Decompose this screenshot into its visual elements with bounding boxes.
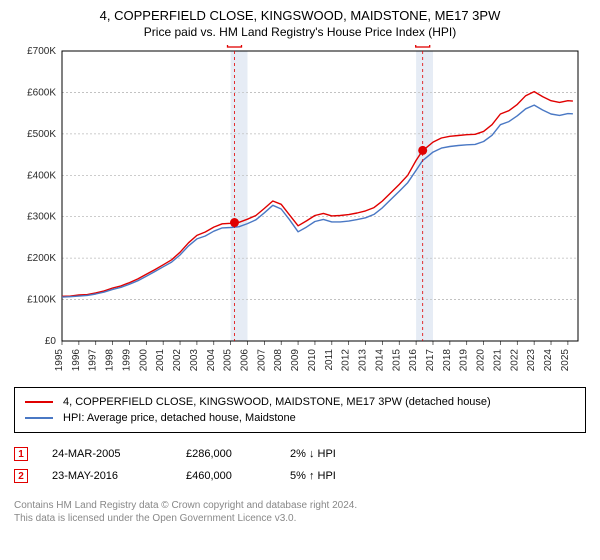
x-tick-label: 1999 — [121, 349, 132, 372]
y-tick-label: £700K — [27, 46, 56, 57]
x-tick-label: 2019 — [459, 349, 470, 372]
x-tick-label: 2012 — [341, 349, 352, 372]
x-tick-label: 2008 — [273, 349, 284, 372]
marker-dot — [418, 146, 427, 155]
y-tick-label: £600K — [27, 87, 56, 98]
x-tick-label: 2020 — [476, 349, 487, 372]
legend-box: 4, COPPERFIELD CLOSE, KINGSWOOD, MAIDSTO… — [14, 387, 586, 433]
tx-date: 24-MAR-2005 — [52, 448, 162, 460]
x-tick-label: 2013 — [358, 349, 369, 372]
x-tick-label: 1998 — [105, 349, 116, 372]
x-tick-label: 2025 — [560, 349, 571, 372]
footer-note: Contains HM Land Registry data © Crown c… — [14, 499, 586, 525]
y-tick-label: £400K — [27, 170, 56, 181]
tx-marker: 2 — [14, 469, 28, 483]
x-tick-label: 2006 — [239, 349, 250, 372]
chart-title: 4, COPPERFIELD CLOSE, KINGSWOOD, MAIDSTO… — [14, 8, 586, 23]
title-block: 4, COPPERFIELD CLOSE, KINGSWOOD, MAIDSTO… — [14, 8, 586, 39]
marker-box-label: 1 — [232, 45, 238, 47]
x-tick-label: 2003 — [189, 349, 200, 372]
x-tick-label: 2016 — [408, 349, 419, 372]
tx-delta: 2% ↓ HPI — [290, 448, 390, 460]
x-tick-label: 2023 — [526, 349, 537, 372]
legend-row: HPI: Average price, detached house, Maid… — [25, 410, 575, 426]
shade-band — [416, 51, 433, 341]
transactions-block: 1 24-MAR-2005 £286,000 2% ↓ HPI 2 23-MAY-2016… — [14, 443, 586, 487]
y-tick-label: £0 — [45, 336, 57, 347]
legend-swatch — [25, 417, 53, 419]
tx-price: £460,000 — [186, 470, 266, 482]
x-tick-label: 2002 — [172, 349, 183, 372]
x-tick-label: 2014 — [374, 349, 385, 372]
x-tick-label: 2021 — [492, 349, 503, 372]
y-tick-label: £300K — [27, 212, 56, 223]
transaction-row: 2 23-MAY-2016 £460,000 5% ↑ HPI — [14, 465, 586, 487]
x-tick-label: 2007 — [256, 349, 267, 372]
footer-line-1: Contains HM Land Registry data © Crown c… — [14, 499, 586, 512]
x-tick-label: 1996 — [71, 349, 82, 372]
chart-area: £0 £100K £200K £300K £400K £500K £600K £700K 199… — [14, 45, 586, 379]
marker-box-label: 2 — [420, 45, 426, 47]
x-tick-label: 2011 — [324, 349, 335, 371]
x-tick-label: 2018 — [442, 349, 453, 372]
x-tick-label: 2000 — [138, 349, 149, 372]
x-tick-label: 2022 — [509, 349, 520, 372]
x-tick-label: 1997 — [88, 349, 99, 372]
legend-label: 4, COPPERFIELD CLOSE, KINGSWOOD, MAIDSTO… — [63, 396, 491, 408]
series-property — [62, 92, 573, 297]
line-chart-svg: £0 £100K £200K £300K £400K £500K £600K £700K 199… — [14, 45, 586, 379]
x-tick-label: 2001 — [155, 349, 166, 372]
x-tick-label: 2005 — [223, 349, 234, 372]
footer-line-2: This data is licensed under the Open Gov… — [14, 512, 586, 525]
marker-dot — [230, 218, 239, 227]
x-tick-label: 2017 — [425, 349, 436, 372]
shade-band — [231, 51, 248, 341]
y-tick-label: £100K — [27, 295, 56, 306]
chart-container: 4, COPPERFIELD CLOSE, KINGSWOOD, MAIDSTO… — [0, 0, 600, 560]
transaction-row: 1 24-MAR-2005 £286,000 2% ↓ HPI — [14, 443, 586, 465]
x-tick-label: 2004 — [206, 349, 217, 372]
chart-subtitle: Price paid vs. HM Land Registry's House … — [14, 25, 586, 39]
x-tick-label: 2009 — [290, 349, 301, 372]
legend-row: 4, COPPERFIELD CLOSE, KINGSWOOD, MAIDSTO… — [25, 394, 575, 410]
x-tick-label: 2010 — [307, 349, 318, 372]
x-tick-label: 2015 — [391, 349, 402, 372]
legend-label: HPI: Average price, detached house, Maid… — [63, 412, 296, 424]
tx-delta: 5% ↑ HPI — [290, 470, 390, 482]
plot-border — [62, 51, 578, 341]
y-tick-label: £200K — [27, 253, 56, 264]
y-tick-label: £500K — [27, 129, 56, 140]
tx-price: £286,000 — [186, 448, 266, 460]
tx-marker: 1 — [14, 447, 28, 461]
tx-date: 23-MAY-2016 — [52, 470, 162, 482]
legend-swatch — [25, 401, 53, 403]
x-tick-label: 2024 — [543, 349, 554, 372]
x-tick-label: 1995 — [54, 349, 65, 372]
